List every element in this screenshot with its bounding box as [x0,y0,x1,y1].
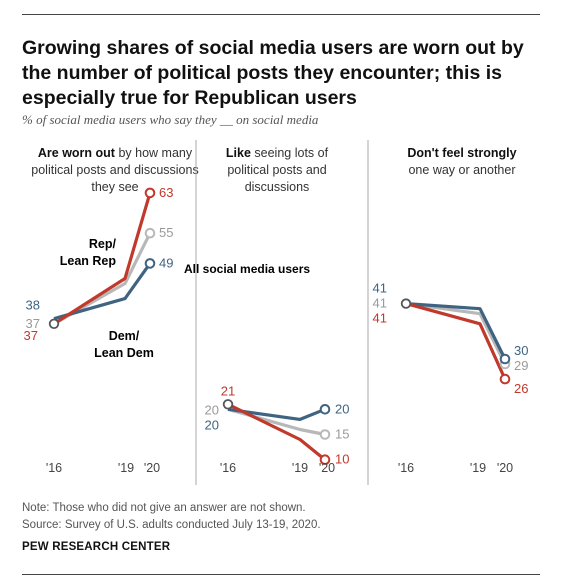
data-point-dem-2020-panel-1 [144,258,156,269]
panel-3-heading-rest: one way or another [408,163,516,177]
value-label-rep-2020-panel-3: 26 [514,381,528,396]
x-tick-19-panel-2: '19 [292,461,308,475]
series-line-dem-panel-3 [405,302,507,360]
x-tick-19-panel-1: '19 [118,461,134,475]
panel-2-heading-bold: Like [225,146,251,160]
data-point-2016-panel-1 [48,318,60,330]
value-label-dem-2016-panel-3: 41 [373,281,387,296]
data-point-rep-2020-panel-3 [499,373,511,385]
pew-logo: PEW RESEARCH CENTER [22,541,171,553]
x-tick-19-panel-3: '19 [470,461,486,475]
x-tick-16-panel-2: '16 [220,461,236,475]
bottom-rule [22,574,540,575]
rep-label-line2: Lean Rep [60,254,117,268]
panel-2-heading-rest: seeing lots of political posts and discu… [227,146,329,194]
data-point-rep-2020-panel-1 [144,187,156,199]
series-line-all-panel-3 [405,302,507,365]
value-label-rep-2016-panel-2: 21 [221,383,235,398]
x-tick-20-panel-2: '20 [319,461,335,475]
value-label-all-2016-panel-1: 37 [26,316,40,331]
all-users-label: All social media users [184,262,310,276]
data-point-2016-panel-2 [222,399,234,410]
top-rule [22,14,540,15]
dem-label-line1: Dem/ [109,329,140,343]
value-label-dem-2016-panel-2: 20 [205,417,219,432]
panel-2-heading: Like seeing lots of political posts and … [212,145,342,196]
value-label-rep-2020-panel-2: 10 [335,452,349,467]
footnote: Note: Those who did not give an answer a… [22,500,321,534]
series-line-dem-panel-1 [53,262,152,321]
value-label-all-2020-panel-2: 15 [335,427,349,442]
chart-subtitle: % of social media users who say they __ … [22,112,319,127]
x-tick-16-panel-3: '16 [398,461,414,475]
data-point-dem-2020-panel-2 [319,404,331,415]
panel-1-heading-bold: Are worn out [37,146,115,160]
panel-1-heading-rest: by how many political posts and discussi… [31,146,199,194]
rep-label-line1: Rep/ [89,237,117,251]
value-label-rep-2016-panel-3: 41 [373,311,387,326]
x-tick-20-panel-1: '20 [144,461,160,475]
dem-label-line2: Lean Dem [94,346,154,360]
value-label-rep-2016-panel-1: 37 [24,328,38,343]
value-label-all-2016-panel-3: 41 [373,296,387,311]
chart-title: Growing shares of social media users are… [22,37,524,109]
value-label-dem-2020-panel-1: 49 [159,255,173,270]
panel-3-heading-bold: Don't feel strongly [407,146,517,160]
panel-1-heading: Are worn out by how many political posts… [30,145,200,196]
value-label-rep-2020-panel-1: 63 [159,185,173,200]
series-line-dem-panel-2 [227,407,326,421]
data-point-rep-2020-panel-2 [319,454,331,466]
value-label-all-2016-panel-2: 20 [205,402,219,417]
value-label-all-2020-panel-3: 29 [514,358,528,373]
data-point-all-2020-panel-1 [144,227,156,239]
value-label-all-2020-panel-1: 55 [159,225,173,240]
series-line-rep-panel-1 [53,192,152,326]
value-label-dem-2016-panel-1: 38 [26,298,40,313]
data-point-2016-panel-3 [400,298,412,309]
source-text: Source: Survey of U.S. adults conducted … [22,519,321,531]
note-text: Note: Those who did not give an answer a… [22,502,306,514]
data-point-all-2020-panel-2 [319,429,331,440]
data-point-dem-2020-panel-3 [499,353,511,365]
x-tick-20-panel-3: '20 [497,461,513,475]
value-label-dem-2020-panel-2: 20 [335,401,349,416]
value-label-dem-2020-panel-3: 30 [514,343,528,358]
series-line-rep-panel-2 [227,402,327,461]
x-tick-16-panel-1: '16 [46,461,62,475]
panel-3-heading: Don't feel strongly one way or another [382,145,542,179]
series-line-rep-panel-3 [405,302,507,380]
